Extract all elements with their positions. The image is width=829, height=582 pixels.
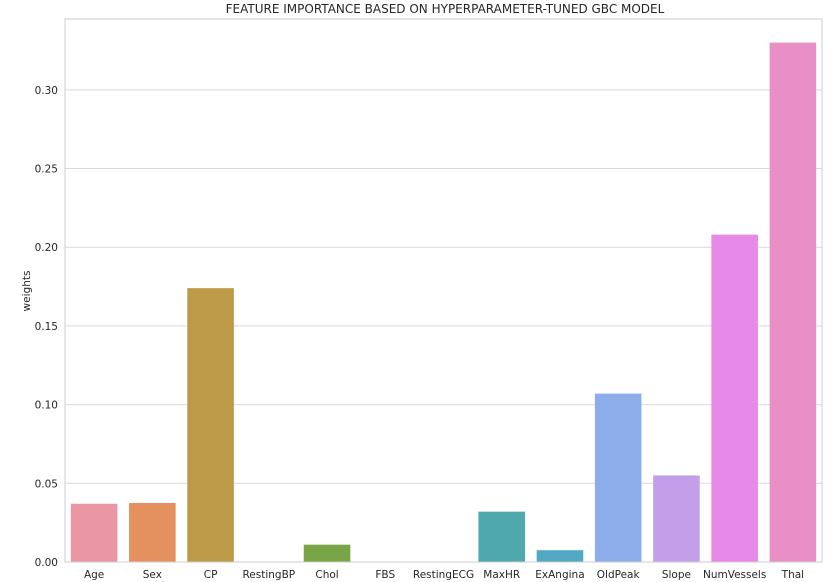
bar-sex (129, 502, 176, 562)
x-tick-label: Slope (662, 569, 691, 581)
y-tick-label: 0.25 (35, 164, 58, 176)
x-tick-label: Chol (315, 569, 338, 581)
bar-maxhr (478, 511, 526, 562)
x-tick-label: OldPeak (597, 569, 641, 581)
y-tick-label: 0.30 (35, 85, 58, 97)
bars (70, 42, 817, 562)
bar-exangina (536, 550, 584, 562)
x-tick-label: CP (204, 569, 218, 581)
x-tick-label: FBS (375, 569, 395, 581)
y-tick-label: 0.00 (35, 557, 58, 569)
chart-title: FEATURE IMPORTANCE BASED ON HYPERPARAMET… (226, 2, 665, 16)
x-tick-label: RestingECG (413, 569, 474, 581)
x-tick-label: Age (84, 569, 104, 581)
y-tick-label: 0.15 (35, 321, 58, 333)
bar-numvessels (711, 234, 758, 562)
x-tick-label: Thal (781, 569, 804, 581)
bar-age (70, 503, 118, 562)
x-tick-label: NumVessels (703, 569, 766, 581)
plot-frame (64, 18, 823, 563)
bar-thal (769, 42, 817, 562)
y-axis-label: weights (21, 271, 33, 312)
gridlines (65, 89, 822, 563)
bar-slope (653, 475, 700, 562)
x-tick-label: MaxHR (483, 569, 520, 581)
bar-chol (303, 544, 351, 562)
y-axis-ticks: 0.00 0.05 0.10 0.15 0.20 0.25 0.30 (35, 85, 58, 569)
bar-cp (187, 288, 234, 562)
x-axis-ticks: Age Sex CP RestingBP Chol FBS RestingECG MaxHR E… (84, 569, 804, 581)
y-tick-label: 0.20 (35, 242, 58, 254)
x-tick-label: RestingBP (242, 569, 295, 581)
x-tick-label: ExAngina (535, 569, 584, 581)
y-tick-label: 0.10 (35, 400, 58, 412)
x-tick-label: Sex (143, 569, 162, 581)
y-tick-label: 0.05 (35, 478, 58, 490)
bar-oldpeak (594, 393, 642, 562)
